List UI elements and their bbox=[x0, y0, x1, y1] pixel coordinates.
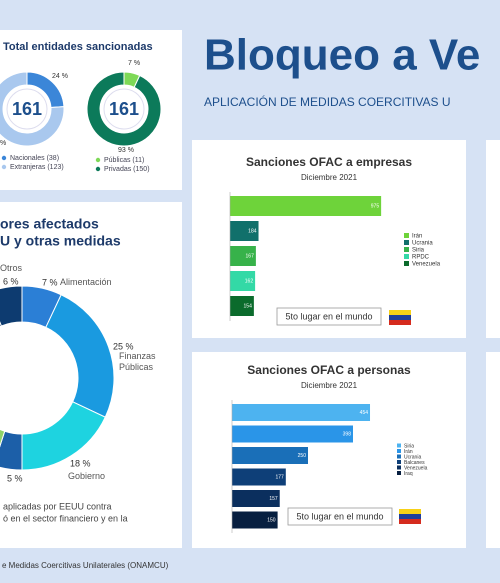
legend-label: Venezuela bbox=[404, 465, 428, 471]
donut-segment bbox=[0, 285, 23, 327]
legend-swatch bbox=[404, 261, 409, 266]
bar bbox=[230, 246, 256, 266]
legend-label: Balcanes bbox=[404, 460, 425, 466]
donut-segment bbox=[0, 428, 6, 448]
value-label: 157 bbox=[269, 496, 278, 502]
legend-swatch bbox=[397, 471, 401, 475]
page-subtitle: APLICACIÓN DE MEDIDAS COERCITIVAS U bbox=[204, 94, 451, 109]
center-label: 161 bbox=[109, 99, 139, 119]
legend-swatch bbox=[397, 449, 401, 453]
donut-center bbox=[6, 88, 48, 130]
value-label: 93 % bbox=[118, 147, 134, 154]
value-label: 7 % bbox=[42, 277, 58, 287]
value-label: 975 bbox=[371, 203, 380, 209]
chart-title: Sanciones OFAC a empresas bbox=[246, 155, 412, 169]
legend-swatch bbox=[404, 254, 409, 259]
legend-label: Siria bbox=[412, 248, 425, 254]
value-label: 167 bbox=[246, 253, 255, 259]
value-label: 7 % bbox=[128, 60, 140, 67]
value-label: 454 bbox=[360, 410, 369, 416]
legend-dot bbox=[1, 155, 7, 161]
legend-swatch bbox=[397, 465, 401, 470]
category-label-box: Alimentación bbox=[60, 277, 112, 287]
bar bbox=[230, 271, 256, 291]
legend-swatch bbox=[404, 240, 409, 245]
chart-title: Total entidades sancionadas bbox=[3, 41, 153, 53]
note: 5to lugar en el mundo bbox=[285, 311, 372, 321]
legend-label: Nacionales (38) bbox=[10, 155, 59, 162]
value-label: 18 % bbox=[70, 458, 91, 468]
legend-swatch bbox=[404, 247, 409, 252]
bar bbox=[230, 196, 382, 216]
bar bbox=[230, 221, 259, 241]
category-label: Alimentación bbox=[60, 277, 112, 287]
category-label-box: Finanzas Públicas bbox=[119, 351, 156, 372]
bar bbox=[230, 296, 254, 316]
bar bbox=[232, 425, 353, 443]
donut-center bbox=[103, 88, 145, 130]
legend-dot bbox=[95, 166, 101, 172]
value-label: 177 bbox=[275, 474, 284, 480]
value-label: 25 % bbox=[113, 341, 134, 351]
bar bbox=[232, 490, 280, 507]
legend-label: Extranjeras (123) bbox=[10, 164, 64, 171]
category-label-box: Otros bbox=[0, 263, 23, 273]
value-label: 250 bbox=[298, 453, 307, 459]
caption: ó en el sector financiero y en la bbox=[3, 513, 128, 523]
value-label: 5 % bbox=[7, 473, 23, 483]
legend-label: Iraq bbox=[404, 471, 413, 477]
value-label: 24 % bbox=[52, 73, 68, 80]
panel bbox=[486, 352, 500, 548]
center-label: 161 bbox=[12, 99, 42, 119]
legend-swatch bbox=[397, 460, 401, 464]
category-label: Gobierno bbox=[68, 471, 106, 481]
value-label: 398 bbox=[343, 431, 352, 437]
bar bbox=[232, 404, 371, 421]
category-label-box: Gobierno bbox=[68, 471, 106, 481]
legend-label: Públicas (11) bbox=[104, 157, 144, 164]
legend-label: Ucrania bbox=[412, 241, 433, 247]
legend-label: Privadas (150) bbox=[104, 166, 150, 173]
value-label: 162 bbox=[245, 278, 254, 284]
chart-subtitle: Diciembre 2021 bbox=[301, 381, 358, 390]
legend-label: Irán bbox=[412, 234, 422, 240]
bar bbox=[232, 468, 286, 486]
note-box bbox=[276, 307, 382, 326]
value-label: 150 bbox=[267, 517, 276, 523]
page-title: Bloqueo a Ve bbox=[204, 31, 480, 80]
legend-swatch bbox=[404, 233, 409, 238]
legend-dot bbox=[95, 157, 101, 163]
value-label: 154 bbox=[244, 303, 253, 309]
flag bbox=[389, 310, 411, 325]
legend-label: RPDC bbox=[412, 255, 430, 261]
category-label: Otros bbox=[0, 263, 23, 273]
flag bbox=[399, 509, 421, 524]
value-label: 6 % bbox=[3, 276, 19, 286]
legend-label: Ucrania bbox=[404, 454, 421, 460]
legend-label: Irán bbox=[404, 449, 413, 455]
chart-subtitle: Diciembre 2021 bbox=[301, 173, 358, 182]
legend-swatch bbox=[397, 443, 401, 448]
caption: aplicadas por EEUU contra bbox=[3, 501, 112, 511]
chart-title: Sanciones OFAC a personas bbox=[247, 363, 411, 377]
chart-title: U y otras medidas bbox=[0, 233, 121, 249]
category-label: Finanzas Públicas bbox=[119, 351, 156, 372]
legend-label: Venezuela bbox=[412, 262, 441, 268]
bar bbox=[232, 511, 278, 529]
bar bbox=[232, 447, 308, 464]
donut-segment bbox=[86, 71, 162, 147]
legend-dot bbox=[1, 164, 7, 170]
chart-title: ores afectados bbox=[0, 216, 99, 232]
note: 5to lugar en el mundo bbox=[296, 511, 383, 521]
value-label: % bbox=[0, 140, 6, 147]
panel bbox=[486, 140, 500, 338]
legend-label: Siria bbox=[404, 443, 414, 449]
note-box bbox=[287, 507, 393, 526]
legend-swatch bbox=[397, 454, 401, 459]
footer: e Medidas Coercitivas Unilaterales (ONAM… bbox=[2, 561, 169, 570]
value-label: 184 bbox=[248, 228, 257, 234]
donut-segment bbox=[0, 71, 65, 147]
